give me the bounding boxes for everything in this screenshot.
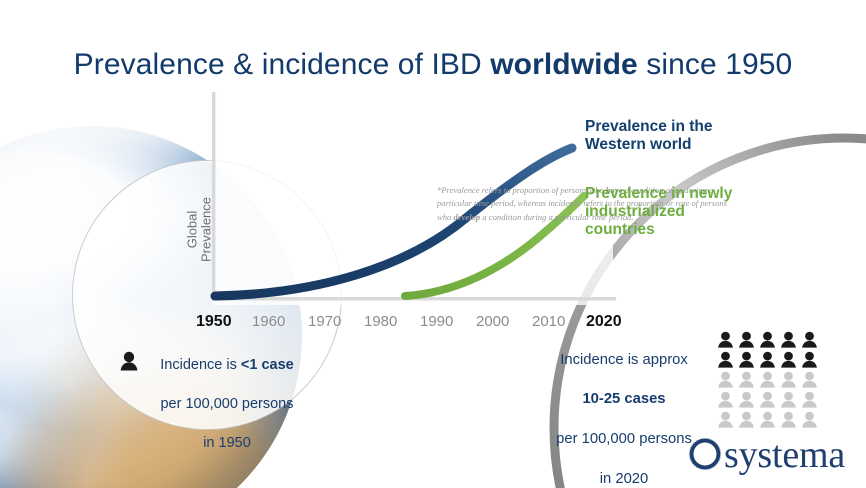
incidence-1950-line2: per 100,000 persons bbox=[160, 396, 294, 413]
people-row bbox=[716, 330, 820, 349]
person-icon-muted bbox=[781, 371, 796, 388]
person-icon-muted bbox=[718, 371, 733, 388]
footnote-bold-develop: develop bbox=[453, 211, 481, 222]
person-icon-muted bbox=[739, 411, 754, 428]
x-axis-tick-1960: 1960 bbox=[252, 313, 286, 330]
person-icon-muted bbox=[802, 411, 817, 428]
person-icon-filled bbox=[802, 351, 817, 368]
footnote-text-3: a condition during a particular time per… bbox=[480, 211, 634, 222]
x-axis-tick-1980: 1980 bbox=[364, 313, 398, 330]
x-axis-tick-1950: 1950 bbox=[196, 313, 232, 330]
y-axis-line bbox=[212, 92, 215, 300]
person-icon bbox=[120, 351, 138, 371]
incidence-callout-1950: Incidence is <1 case per 100,000 persons… bbox=[140, 337, 314, 454]
title-part-1: Prevalence & incidence of IBD bbox=[73, 48, 491, 81]
person-icon-filled bbox=[760, 351, 775, 368]
plot-background bbox=[213, 93, 613, 305]
people-row bbox=[716, 370, 820, 389]
person-icon-filled bbox=[781, 331, 796, 348]
systema-wordmark: systema bbox=[724, 434, 846, 476]
x-axis-tick-2010: 2010 bbox=[532, 313, 566, 330]
people-row bbox=[716, 410, 820, 429]
person-icon-muted bbox=[781, 411, 796, 428]
incidence-1950-line3: in 1950 bbox=[203, 435, 251, 452]
person-icon-filled bbox=[718, 351, 733, 368]
incidence-callout-2020: Incidence is approx 10-25 cases per 100,… bbox=[536, 331, 712, 488]
series-curves bbox=[210, 143, 588, 301]
prevalence-definition-footnote: *Prevalence refers to proportion of pers… bbox=[437, 184, 727, 224]
person-icon-muted bbox=[718, 411, 733, 428]
person-icon-muted bbox=[760, 371, 775, 388]
x-axis-tick-1990: 1990 bbox=[420, 313, 454, 330]
footnote-text-1: *Prevalence refers to proportion of pers… bbox=[437, 185, 606, 195]
systema-logo: systema bbox=[688, 434, 858, 481]
person-icon-filled bbox=[802, 331, 817, 348]
prevalence-chart: *Prevalence refers to proportion of pers… bbox=[196, 88, 727, 310]
title-emphasis: worldwide bbox=[490, 48, 638, 81]
person-icon-muted bbox=[802, 371, 817, 388]
person-icon-muted bbox=[739, 391, 754, 408]
people-pictogram-grid bbox=[716, 330, 820, 428]
person-icon-filled bbox=[739, 351, 754, 368]
person-icon-filled bbox=[718, 331, 733, 348]
person-icon-filled bbox=[781, 351, 796, 368]
person-icon-muted bbox=[760, 391, 775, 408]
series-line-newly-industrialized bbox=[401, 192, 588, 300]
incidence-2020-line4: in 2020 bbox=[599, 470, 649, 487]
person-icon-muted bbox=[802, 391, 817, 408]
legend-label-western-world: Prevalence in the Western world bbox=[585, 118, 713, 153]
page-title: Prevalence & incidence of IBD worldwide … bbox=[0, 48, 866, 82]
x-axis-tick-labels: 1950 1960 1970 1980 1990 2000 2010 2020 bbox=[196, 313, 622, 335]
incidence-2020-line1: Incidence is approx bbox=[560, 351, 688, 368]
incidence-1950-line1-text: Incidence is bbox=[160, 357, 241, 374]
person-icon-muted bbox=[718, 391, 733, 408]
person-icon-muted bbox=[739, 371, 754, 388]
footnote-bold-have: have bbox=[605, 185, 623, 195]
x-axis-tick-2020: 2020 bbox=[586, 313, 622, 330]
incidence-2020-value: 10-25 cases bbox=[582, 391, 666, 408]
person-icon-filled bbox=[760, 331, 775, 348]
person-icon-muted bbox=[781, 391, 796, 408]
x-axis-tick-2000: 2000 bbox=[476, 313, 510, 330]
series-line-western bbox=[210, 143, 577, 301]
person-icon-muted bbox=[760, 411, 775, 428]
incidence-1950-value: <1 case bbox=[240, 357, 294, 374]
incidence-2020-line3: per 100,000 persons bbox=[556, 431, 692, 448]
y-axis-label-line-1: Global bbox=[184, 210, 200, 249]
x-axis-tick-1970: 1970 bbox=[308, 313, 342, 330]
y-axis-label-line-2: Prevalence bbox=[198, 196, 214, 263]
legend-label-newly-industrialized: Prevalence in newly industrialized count… bbox=[585, 185, 733, 238]
title-part-2: since 1950 bbox=[637, 48, 793, 81]
footnote-text-2: a condition at or during a particular ti… bbox=[437, 185, 728, 222]
person-icon-filled bbox=[739, 331, 754, 348]
systema-ring-icon bbox=[688, 437, 722, 471]
people-row bbox=[716, 350, 820, 369]
people-row bbox=[716, 390, 820, 409]
